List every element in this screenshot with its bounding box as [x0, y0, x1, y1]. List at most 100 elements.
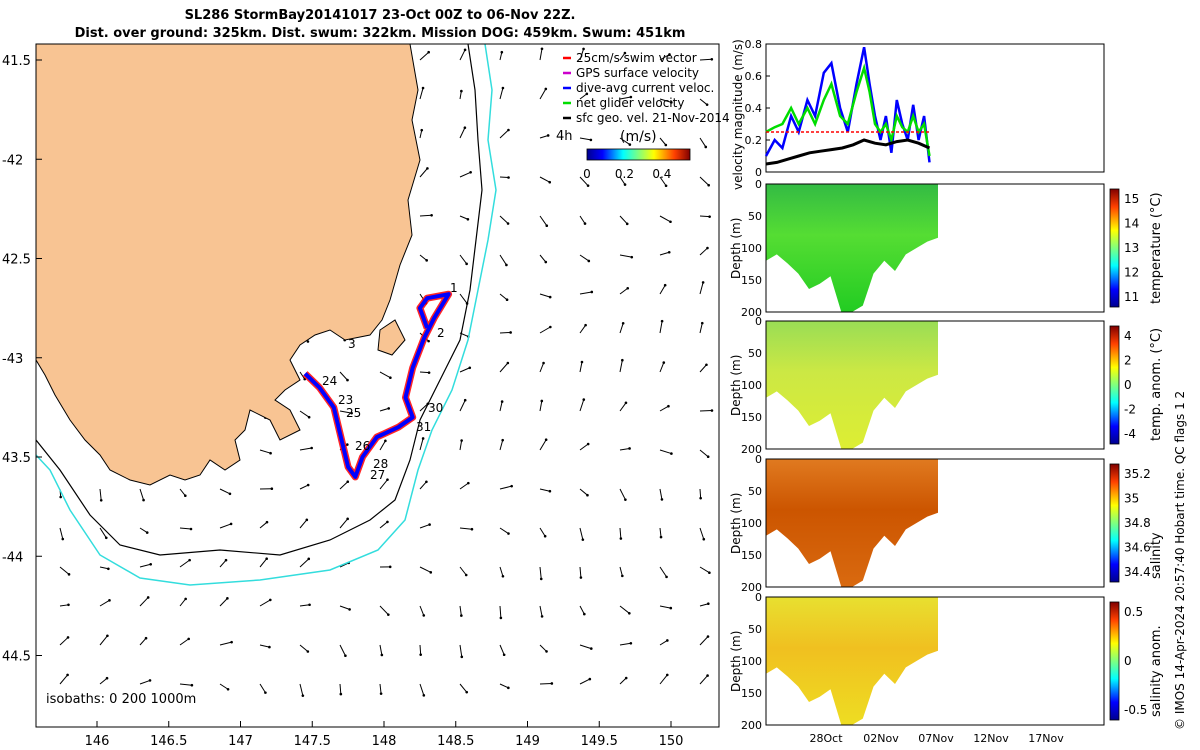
section-frame [765, 183, 1105, 313]
current-arrow-head [467, 481, 470, 485]
map-y-tick-label: 41.5 [2, 54, 31, 69]
current-arrow-head [107, 567, 110, 571]
current-arrow [619, 176, 626, 185]
current-arrow [699, 603, 709, 607]
current-arrow [459, 49, 466, 61]
current-arrow-head [184, 597, 187, 601]
velocity-tick-label: 0.2 [745, 134, 763, 147]
current-arrow [219, 523, 232, 529]
current-arrow [659, 176, 667, 187]
current-arrow-head [465, 690, 469, 694]
current-arrow [699, 527, 705, 540]
day-label: 24 [322, 374, 337, 388]
current-arrow-head [226, 687, 230, 691]
section-panel: 0 50 100 150 200 Depth (m) 0.5 0 -0.5 salinity an… [729, 591, 1164, 732]
current-arrow-head [544, 87, 548, 91]
current-arrow [579, 215, 586, 224]
legend-label: dive-avg current veloc. [576, 81, 714, 95]
current-arrow-head [386, 520, 389, 524]
section-ylabel: Depth (m) [729, 218, 743, 279]
current-arrow [259, 521, 268, 529]
current-arrow [419, 130, 423, 139]
current-arrow-head [581, 538, 585, 541]
current-arrow [539, 134, 549, 139]
map-x-tick-label: 149 [515, 734, 540, 749]
current-arrow [619, 323, 624, 334]
current-arrow [299, 558, 310, 568]
day-label: 2 [437, 326, 445, 340]
map-x-tick-label: 148.5 [437, 734, 474, 749]
current-arrow-head [59, 495, 62, 499]
current-arrow [339, 410, 352, 414]
current-arrow-head [66, 636, 70, 639]
current-arrow-head [230, 640, 233, 644]
current-arrow-head [387, 407, 391, 410]
current-arrow-head [422, 694, 426, 697]
section-y-tick-label: 200 [741, 443, 762, 456]
colorbar-tick-label: 34.8 [1124, 516, 1151, 530]
section-y-tick-label: 100 [741, 379, 762, 392]
current-arrow-head [388, 565, 392, 569]
current-arrow-head [586, 442, 590, 446]
current-arrow-head [702, 537, 706, 541]
current-arrow-head [707, 183, 710, 187]
current-arrow-head [619, 537, 623, 540]
current-arrow [299, 604, 310, 607]
current-arrow [579, 644, 592, 650]
current-arrow [419, 254, 427, 261]
current-arrow-head [142, 498, 145, 502]
section-panel: 0 50 100 150 200 Depth (m) 4 2 0 -2 -4 temp. anom. … [729, 315, 1164, 456]
current-arrow-head [66, 673, 69, 677]
current-arrow [659, 98, 672, 103]
colorbar-tick-label: 4 [1124, 329, 1132, 343]
section-y-tick-label: 0 [755, 453, 762, 466]
current-arrow-head [500, 50, 504, 54]
current-arrow [699, 215, 710, 218]
current-arrow [139, 637, 147, 646]
current-arrow [699, 137, 707, 148]
current-arrow-head [506, 222, 510, 225]
current-arrow [579, 48, 585, 61]
current-arrow-head [460, 439, 463, 442]
current-arrow [139, 527, 148, 534]
current-arrow-head [706, 674, 709, 677]
colorbar-tick-label: 35 [1124, 492, 1139, 506]
current-arrow-head [542, 361, 545, 365]
day-label: 23 [338, 393, 353, 407]
current-arrow-head [580, 360, 584, 364]
current-arrow-head [587, 259, 591, 263]
current-arrow [619, 254, 632, 258]
current-arrow-head [507, 532, 510, 535]
current-arrow-head [539, 577, 543, 581]
current-arrow-head [148, 679, 152, 682]
day-label: 30 [428, 401, 443, 415]
current-arrow-head [505, 263, 508, 267]
current-arrow-head [626, 286, 630, 290]
interval-label: 4h [556, 129, 573, 144]
current-arrow-head [184, 494, 187, 498]
current-arrow [339, 644, 346, 656]
section-frame [765, 320, 1105, 450]
map-x-tick-label: 146.5 [150, 734, 187, 749]
colorbar-tick-label: 11 [1124, 290, 1139, 304]
section-colorbar [1109, 325, 1120, 445]
current-arrow [619, 605, 630, 614]
current-arrow [659, 405, 669, 412]
current-arrow [579, 176, 589, 186]
current-arrow-head [502, 653, 506, 657]
current-arrow [299, 410, 310, 418]
current-arrow-head [586, 184, 590, 187]
current-arrow [659, 362, 665, 373]
colorbar-tick-label: 0 [583, 167, 591, 181]
current-arrow-head [499, 616, 503, 620]
current-arrow-head [421, 437, 425, 440]
day-label: 26 [355, 439, 370, 453]
current-arrow [139, 563, 151, 568]
current-arrow [619, 360, 623, 373]
current-arrow [579, 443, 589, 451]
current-arrow [579, 488, 588, 496]
current-arrow-head [506, 361, 510, 365]
velocity-panel: 0 0.2 0.4 0.6 0.8 velocity magnitude (m/s) [731, 38, 1105, 190]
current-arrow-head [706, 455, 710, 459]
